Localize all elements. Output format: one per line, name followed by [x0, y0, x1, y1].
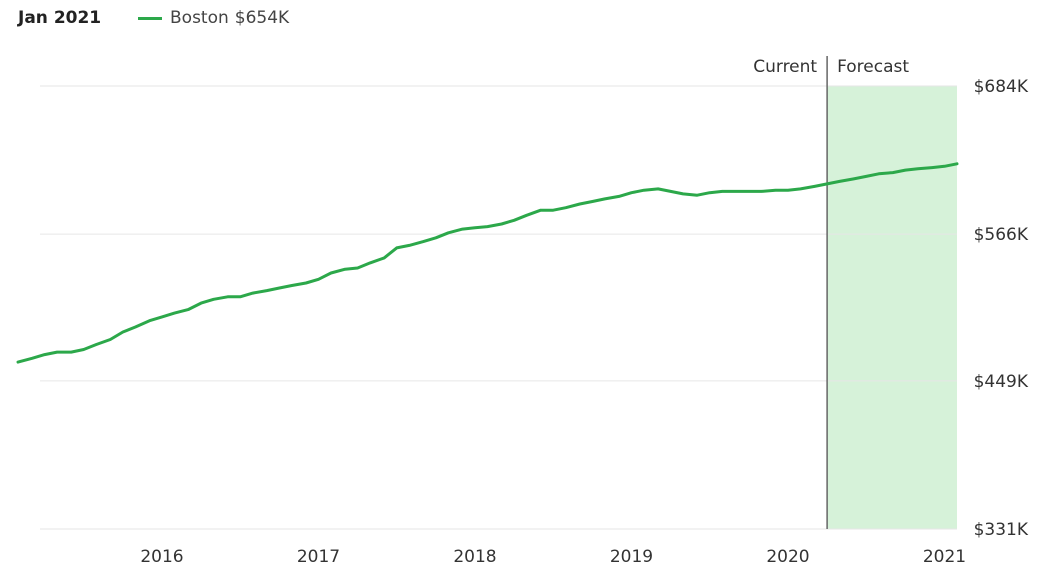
x-tick-label: 2018: [453, 547, 496, 567]
legend-line-swatch: [138, 16, 162, 20]
forecast-label: Forecast: [837, 57, 909, 77]
y-tick-label: $684K: [974, 77, 1029, 97]
x-tick-label: 2016: [140, 547, 183, 567]
y-tick-label: $331K: [974, 520, 1029, 540]
x-tick-label: 2019: [610, 547, 653, 567]
legend[interactable]: Boston $654K: [138, 8, 289, 28]
x-axis: 2016 2017 2018 2019 2020 2021: [140, 547, 966, 567]
y-tick-label: $449K: [974, 372, 1029, 392]
grid-lines: [40, 85, 957, 530]
legend-series-value: $654K: [234, 8, 290, 28]
chart-date-label: Jan 2021: [18, 8, 102, 28]
x-tick-label: 2021: [923, 547, 966, 567]
y-tick-label: $566K: [974, 225, 1029, 245]
legend-series-name: Boston: [170, 8, 229, 28]
current-label: Current: [753, 57, 817, 77]
forecast-region: [827, 86, 957, 529]
x-tick-label: 2017: [297, 547, 340, 567]
x-tick-label: 2020: [766, 547, 809, 567]
y-axis: $684K $566K $449K $331K: [974, 77, 1029, 540]
series-line-boston[interactable]: [16, 162, 959, 364]
